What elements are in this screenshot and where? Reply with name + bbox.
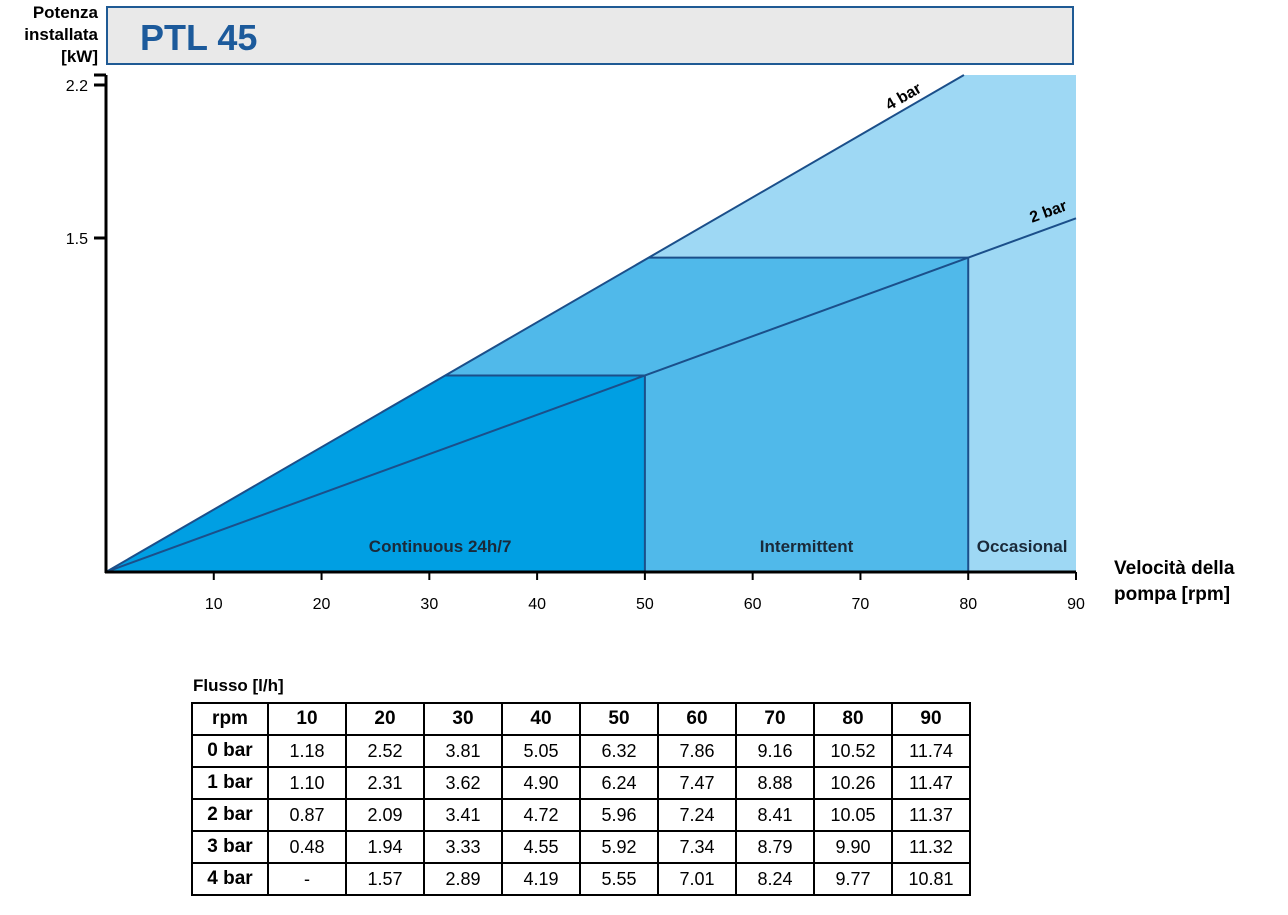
table-header-cell: 20 <box>345 702 425 736</box>
flow-table: rpm 10 20 30 40 50 60 70 80 90 0 bar 1.18 2.52 3.81 5… <box>191 702 971 896</box>
table-cell: 3.62 <box>423 766 503 800</box>
table-row: 2 bar 0.87 2.09 3.41 4.72 5.96 7.24 8.41 10.05 11… <box>191 798 971 832</box>
table-cell: 8.24 <box>735 862 815 896</box>
table-header-cell: 70 <box>735 702 815 736</box>
x-axis-label: Velocità della pompa [rpm] <box>1114 556 1234 608</box>
x-axis-label-line: pompa [rpm] <box>1114 584 1231 605</box>
table-row-label: 3 bar <box>191 830 269 864</box>
table-header-cell: 40 <box>501 702 581 736</box>
table-row-label: 4 bar <box>191 862 269 896</box>
table-row: 3 bar 0.48 1.94 3.33 4.55 5.92 7.34 8.79 9.90 11.… <box>191 830 971 864</box>
table-header-cell: 90 <box>891 702 971 736</box>
table-cell: 11.32 <box>891 830 971 864</box>
table-cell: 5.05 <box>501 734 581 768</box>
table-cell: 2.09 <box>345 798 425 832</box>
y-tick-label: 1.5 <box>66 231 88 248</box>
y-axis-label: Potenza installata [kW] <box>0 2 98 68</box>
table-cell: 1.18 <box>267 734 347 768</box>
series-line-2bar <box>105 217 1077 573</box>
x-tick-label: 70 <box>852 596 870 613</box>
table-cell: 1.10 <box>267 766 347 800</box>
x-tick-label: 50 <box>636 596 654 613</box>
chart-title: PTL 45 <box>140 17 258 58</box>
table-row-label: 1 bar <box>191 766 269 800</box>
x-tick-label: 10 <box>205 596 223 613</box>
table-cell: 3.33 <box>423 830 503 864</box>
title-box: PTL 45 <box>106 6 1074 65</box>
table-cell: 4.19 <box>501 862 581 896</box>
table-row-label: 0 bar <box>191 734 269 768</box>
table-caption: Flusso [l/h] <box>193 676 284 695</box>
x-tick-label: 60 <box>744 596 762 613</box>
table-header-cell: 30 <box>423 702 503 736</box>
table-cell: 7.24 <box>657 798 737 832</box>
table-cell: 3.81 <box>423 734 503 768</box>
table-cell: 7.34 <box>657 830 737 864</box>
table-header-cell: 50 <box>579 702 659 736</box>
table-cell: 8.79 <box>735 830 815 864</box>
table-row: 0 bar 1.18 2.52 3.81 5.05 6.32 7.86 9.16 10.52 11… <box>191 734 971 768</box>
table-cell: 5.92 <box>579 830 659 864</box>
table-cell: 6.32 <box>579 734 659 768</box>
table-cell: 9.16 <box>735 734 815 768</box>
x-tick-label: 80 <box>959 596 977 613</box>
table-cell: 2.52 <box>345 734 425 768</box>
table-cell: 7.86 <box>657 734 737 768</box>
y-axis-label-line: [kW] <box>61 47 98 66</box>
performance-chart: 1.5 2.2 10 20 30 40 50 60 70 80 90 Continuous 24h/7… <box>66 73 1085 613</box>
table-cell: 7.47 <box>657 766 737 800</box>
table-cell: - <box>267 862 347 896</box>
table-cell: 8.41 <box>735 798 815 832</box>
y-tick-label: 2.2 <box>66 78 88 95</box>
region-label: Occasional <box>977 537 1068 556</box>
table-cell: 9.90 <box>813 830 893 864</box>
x-tick-label: 20 <box>313 596 331 613</box>
table-cell: 10.52 <box>813 734 893 768</box>
y-axis-label-line: installata <box>24 25 98 44</box>
table-cell: 4.55 <box>501 830 581 864</box>
table-cell: 1.94 <box>345 830 425 864</box>
table-cell: 9.77 <box>813 862 893 896</box>
table-header-cell: 60 <box>657 702 737 736</box>
x-tick-label: 90 <box>1067 596 1085 613</box>
table-cell: 10.05 <box>813 798 893 832</box>
table-cell: 0.48 <box>267 830 347 864</box>
table-row-label: 2 bar <box>191 798 269 832</box>
table-header-rpm: rpm <box>191 702 269 736</box>
table-cell: 5.96 <box>579 798 659 832</box>
region-label: Intermittent <box>760 537 854 556</box>
table-header-row: rpm 10 20 30 40 50 60 70 80 90 <box>191 702 971 736</box>
table-cell: 11.47 <box>891 766 971 800</box>
table-row: 4 bar -1.57 2.89 4.19 5.55 7.01 8.24 9.77 10.81 <box>191 862 971 896</box>
table-cell: 1.57 <box>345 862 425 896</box>
region-label: Continuous 24h/7 <box>369 537 512 556</box>
x-tick-label: 30 <box>420 596 438 613</box>
table-cell: 4.90 <box>501 766 581 800</box>
y-axis-label-line: Potenza <box>32 3 98 22</box>
series-line-4bar <box>105 74 965 573</box>
x-axis-label-line: Velocità della <box>1114 558 1235 579</box>
table-header-cell: 10 <box>267 702 347 736</box>
table-cell: 2.31 <box>345 766 425 800</box>
table-cell: 11.74 <box>891 734 971 768</box>
table-cell: 8.88 <box>735 766 815 800</box>
table-cell: 6.24 <box>579 766 659 800</box>
x-tick-label: 40 <box>528 596 546 613</box>
table-cell: 7.01 <box>657 862 737 896</box>
table-cell: 10.81 <box>891 862 971 896</box>
table-cell: 5.55 <box>579 862 659 896</box>
table-header-cell: 80 <box>813 702 893 736</box>
table-cell: 2.89 <box>423 862 503 896</box>
table-cell: 11.37 <box>891 798 971 832</box>
table-cell: 4.72 <box>501 798 581 832</box>
table-cell: 3.41 <box>423 798 503 832</box>
table-cell: 0.87 <box>267 798 347 832</box>
table-cell: 10.26 <box>813 766 893 800</box>
table-row: 1 bar 1.10 2.31 3.62 4.90 6.24 7.47 8.88 10.26 11… <box>191 766 971 800</box>
